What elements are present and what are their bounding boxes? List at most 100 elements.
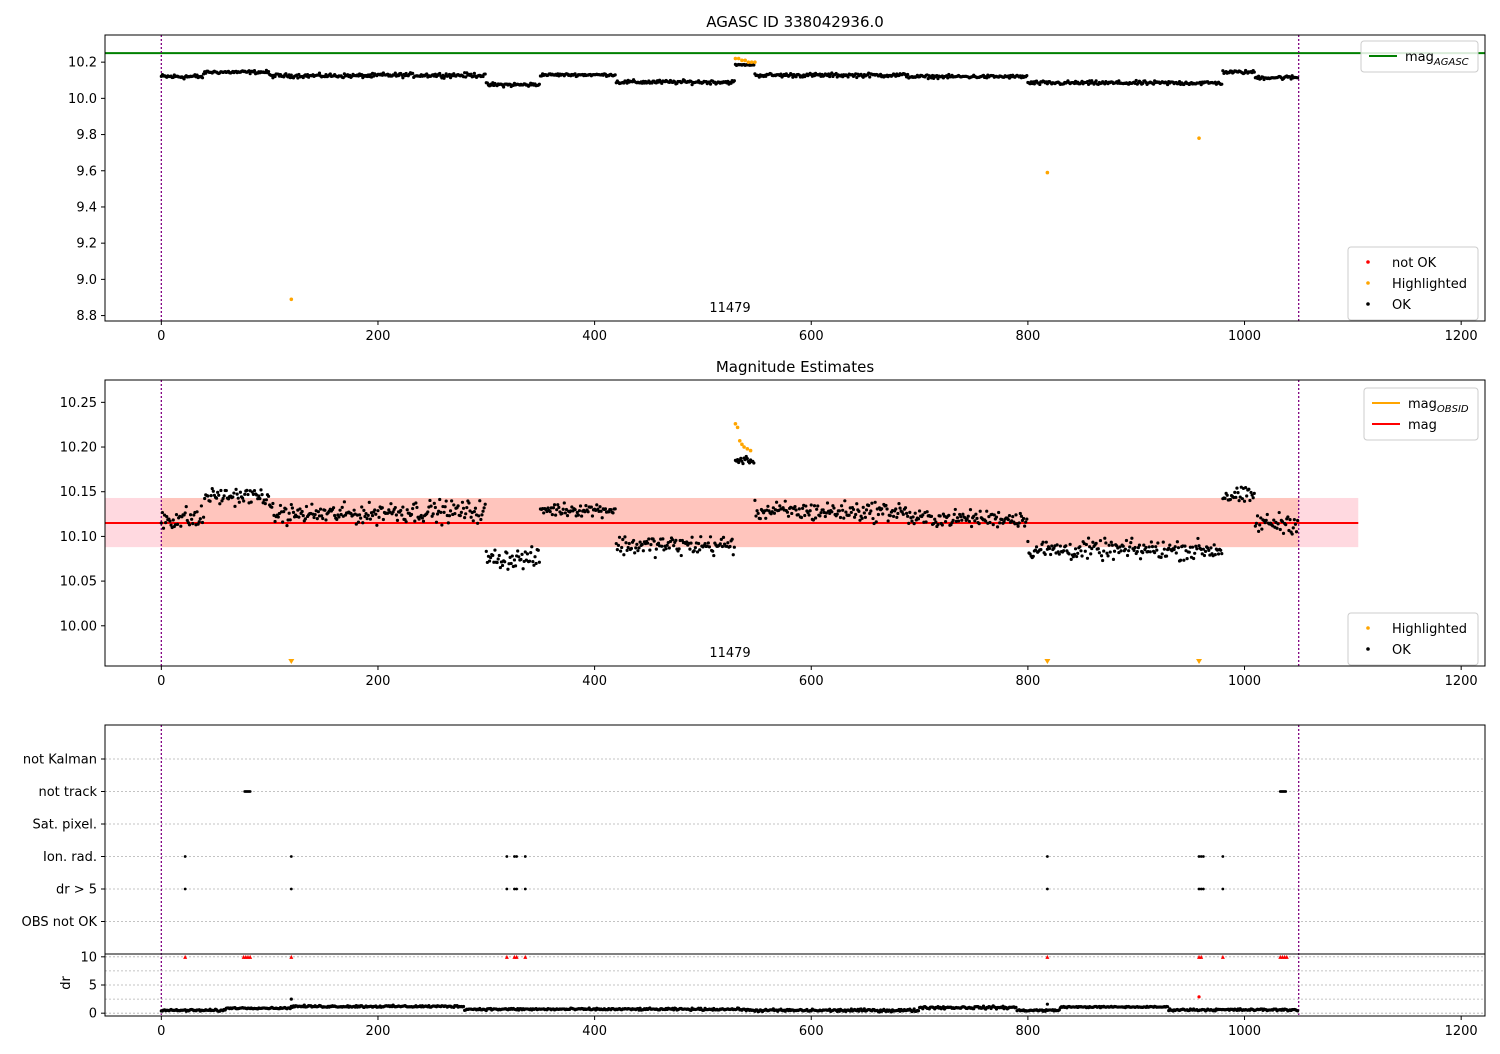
p1-ok-point (906, 72, 910, 77)
p2-ok-point (252, 488, 257, 493)
p2-ok-point (520, 552, 524, 556)
p2-ok-point (1196, 536, 1200, 541)
p2-ok-point (513, 564, 518, 568)
p3-flag-point (1197, 887, 1201, 891)
p2-ok-point (1011, 514, 1015, 519)
p3-row-label-4: dr > 5 (56, 883, 97, 898)
p2-ok-point (1276, 522, 1280, 526)
p2-ok-point (956, 519, 961, 523)
p2-ok-point (720, 544, 725, 549)
p2-ok-point (361, 521, 365, 525)
p2-ok-point (480, 513, 484, 517)
p2-ok-point (190, 517, 194, 521)
p2-ok-point (951, 518, 955, 522)
p2-ok-point (966, 514, 970, 518)
p2-ok-point (200, 520, 205, 525)
p4-xtick-label-0: 0 (157, 1024, 165, 1039)
p2-ok-point (1247, 487, 1251, 491)
p2-ok-point (974, 512, 978, 516)
p2-ok-point (646, 541, 650, 545)
p2-ok-point (1147, 545, 1151, 549)
p2-ok-point (599, 509, 603, 513)
p2-ok-point (913, 511, 917, 515)
panel2-title: Magnitude Estimates (716, 358, 874, 376)
p2-ok-point (448, 509, 453, 513)
p3-row-label-0: not Kalman (23, 753, 97, 768)
p2-ok-point (337, 515, 341, 519)
p2-ok-point (1080, 554, 1084, 558)
p2-ok-point (500, 563, 505, 568)
p3-flag-point (183, 855, 187, 858)
p2-ok-point (955, 516, 960, 520)
p2-ok-point (695, 550, 700, 554)
p2-ok-point (897, 502, 901, 506)
p2-ok-point (297, 515, 301, 519)
p2-ok-point (790, 511, 794, 516)
p2-ok-point (1062, 549, 1066, 553)
p1-highlighted-point-2 (736, 56, 741, 61)
p2-ok-point (888, 514, 892, 518)
p2-ok-point (998, 521, 1002, 525)
p2-ok-point (465, 506, 469, 510)
p2-ok-point (653, 555, 657, 560)
p2-ok-point (799, 515, 804, 520)
p2-ok-point (1174, 551, 1178, 555)
p2-ok-point (409, 512, 414, 517)
p3-flag-point (513, 855, 516, 858)
p2-ok-point (324, 518, 328, 522)
p2-ok-point (557, 505, 561, 510)
p2-ok-point (1160, 552, 1164, 556)
p2-bottom-legend-label-0: Highlighted (1392, 622, 1467, 637)
p2-ok-point (1089, 552, 1093, 556)
p2-ok-point (633, 551, 637, 555)
p2-ok-point (1265, 512, 1269, 517)
p2-ok-point (803, 513, 807, 518)
p1-ok-point (393, 71, 397, 75)
p2-bottom-legend-marker-1 (1366, 647, 1370, 651)
p2-ok-point (1194, 544, 1198, 548)
p2-ok-point (333, 513, 337, 518)
p2-ok-point (873, 500, 877, 504)
p2-ok-point (600, 516, 604, 520)
p1-ok-point (483, 72, 487, 76)
p1-ok-point (1221, 69, 1225, 73)
p2-ok-point (754, 514, 758, 518)
p2-ok-point (910, 519, 914, 523)
p2-ok-point (576, 513, 580, 517)
p2-ok-point (1207, 548, 1211, 552)
p2-ok-point (461, 506, 466, 510)
p2-ytick-label-0: 10.00 (60, 619, 97, 634)
p2-ok-point (312, 515, 316, 520)
p2-ok-point (1249, 490, 1253, 495)
p2-ok-point (1200, 552, 1204, 556)
p2-ok-point (849, 510, 853, 515)
p4-xtick-label-800: 800 (1015, 1024, 1040, 1039)
p2-ok-point (1064, 544, 1068, 548)
p2-ok-point (652, 539, 656, 543)
p2-ok-point (1103, 536, 1107, 540)
p2-ok-point (745, 456, 749, 461)
p2-ok-point (1159, 555, 1163, 559)
p2-ok-point (477, 514, 481, 518)
p2-ok-point (452, 503, 456, 507)
p1-ok-point (660, 81, 664, 85)
p1-ok-point (438, 71, 442, 76)
p2-ok-point (1187, 550, 1191, 554)
p2-ok-point (373, 508, 377, 512)
p2-ok-point (1096, 547, 1100, 551)
p1-highlighted-point-6 (749, 60, 754, 64)
p2-ytick-label-3: 10.15 (60, 485, 97, 500)
p2-ok-point (844, 510, 848, 514)
p2-ok-point (867, 503, 871, 508)
p2-ok-point (201, 515, 206, 519)
p1-bottom-legend (1347, 246, 1479, 321)
p4-not-ok-clipped-5 (289, 954, 294, 959)
p2-ok-point (1072, 552, 1077, 557)
p2-ok-point (391, 510, 395, 514)
p2-ok-point (509, 561, 513, 566)
p2-ok-point (323, 508, 327, 512)
p2-ok-point (316, 510, 320, 514)
p2-ok-point (823, 514, 827, 519)
p2-ok-point (497, 553, 501, 558)
p1-ytick-label-4: 9.6 (76, 164, 97, 179)
